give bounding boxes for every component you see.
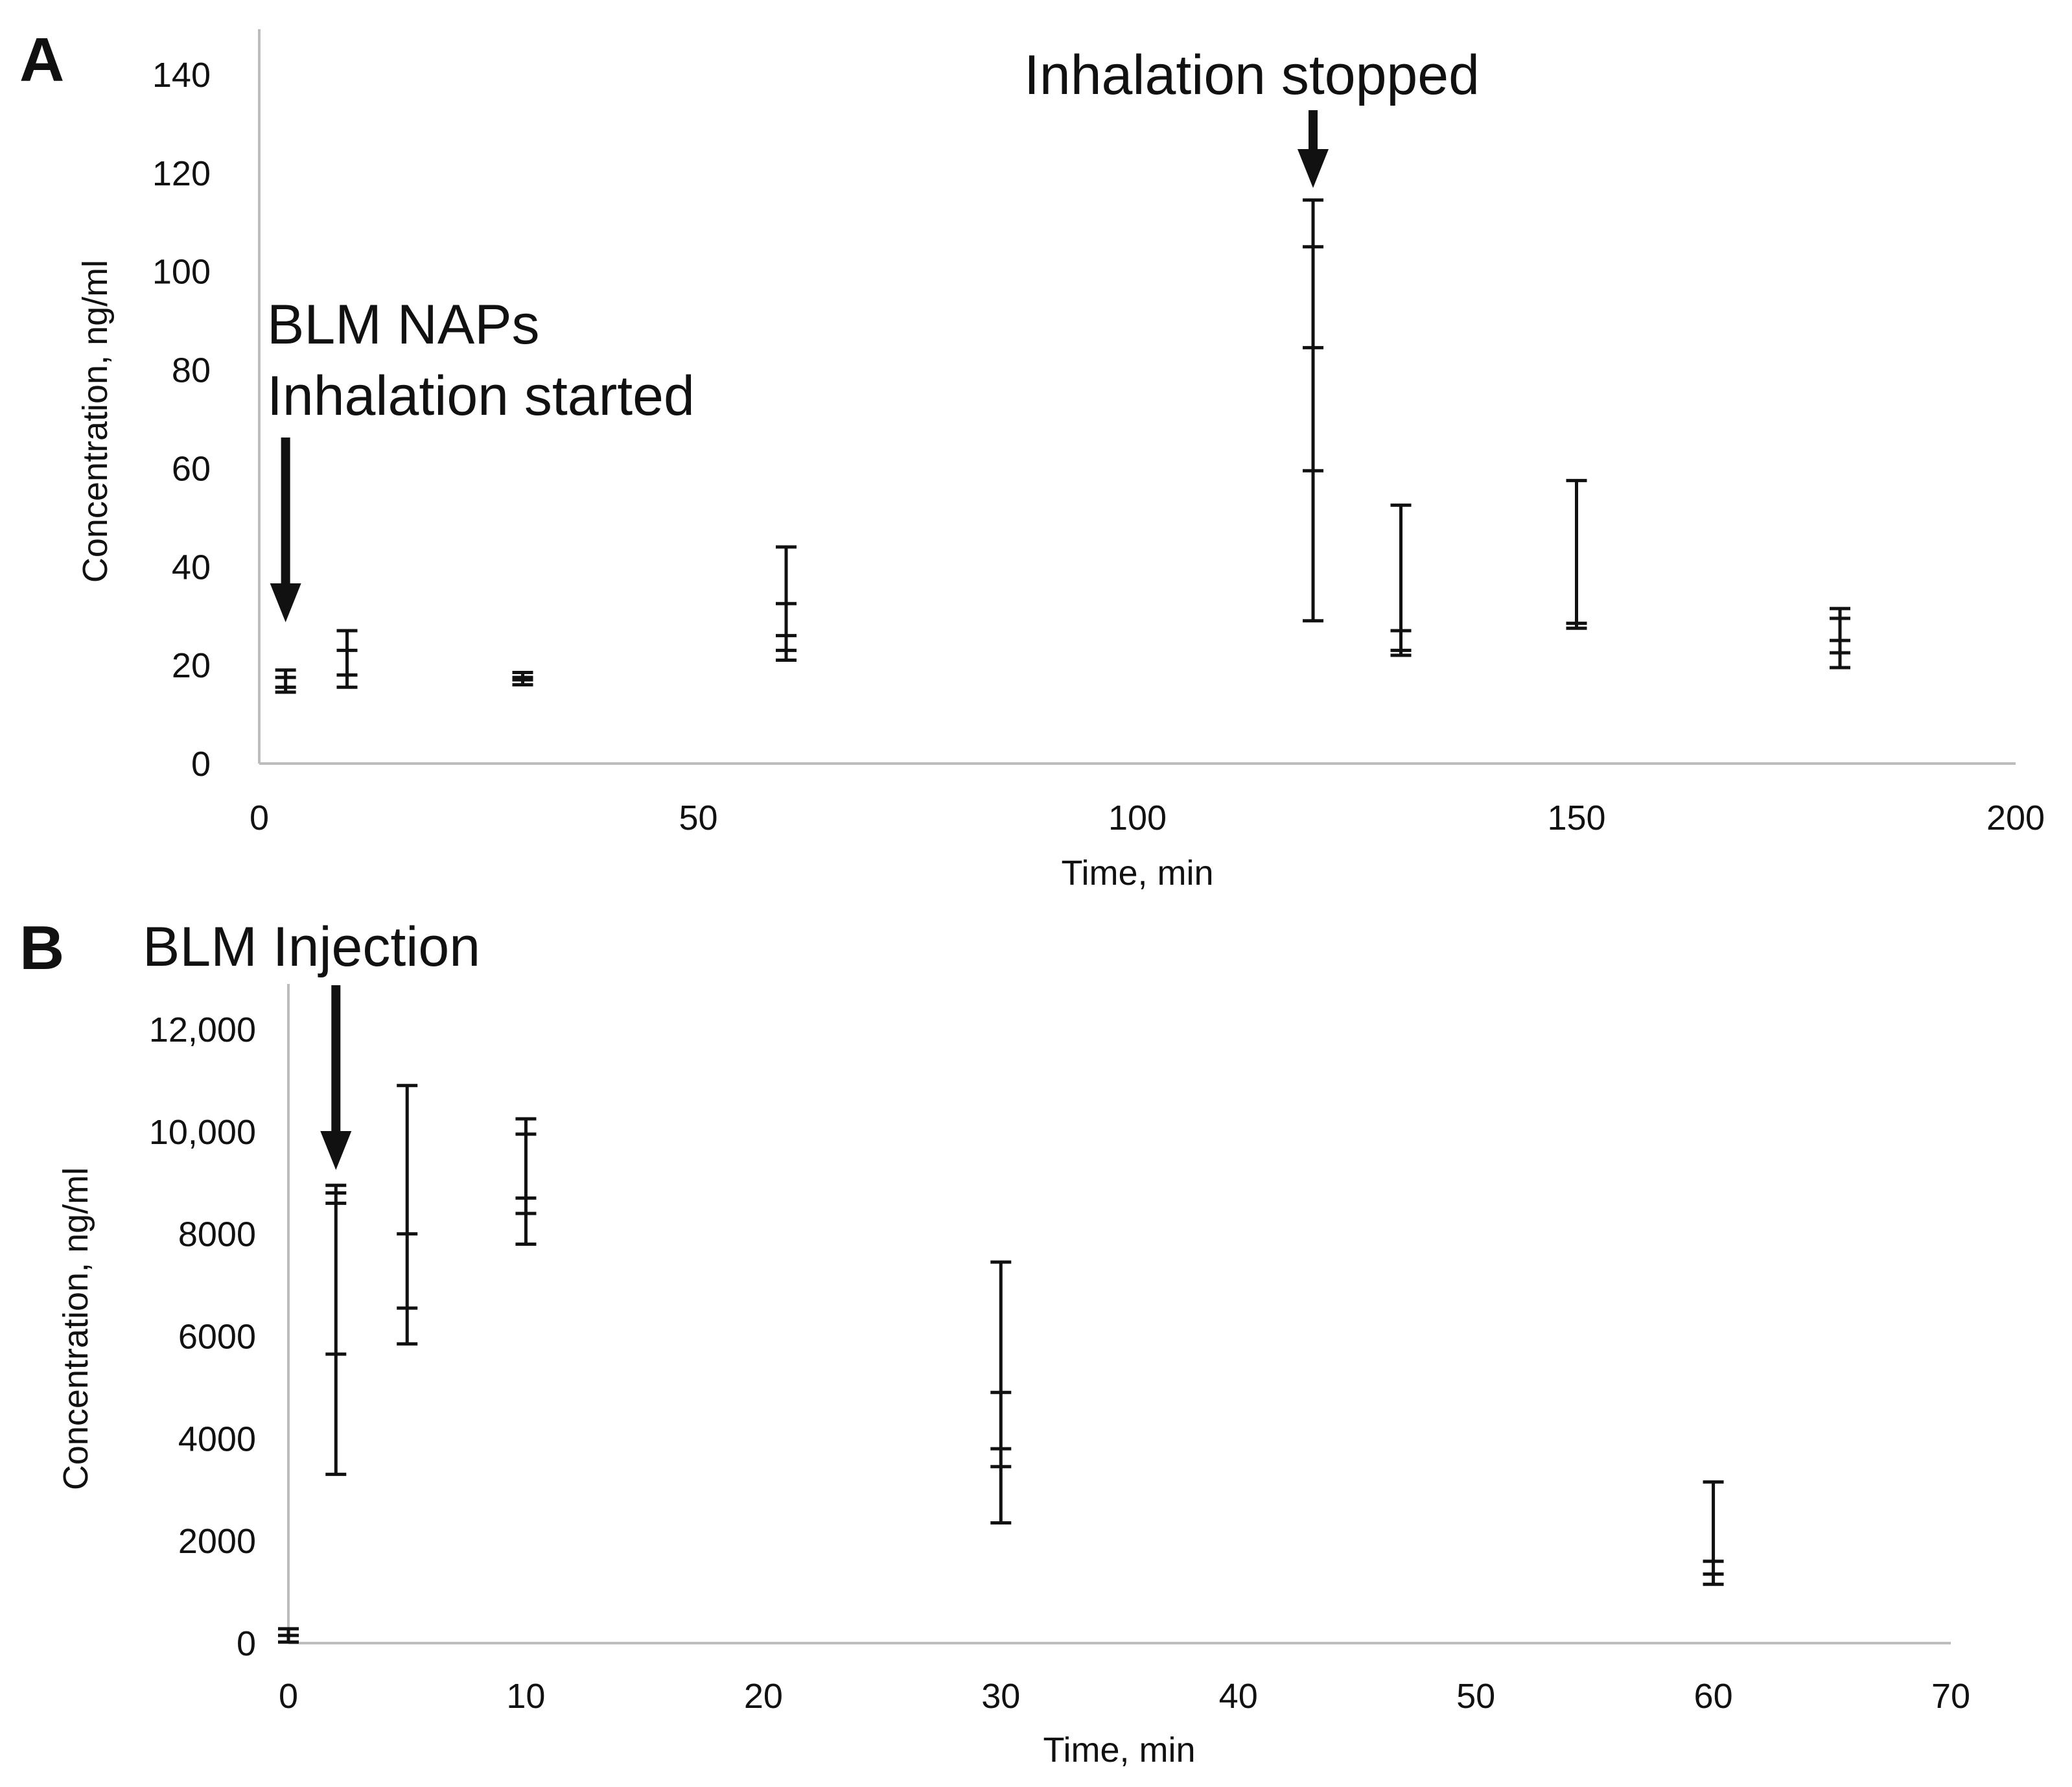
y-tick-label: 140: [152, 56, 211, 95]
annotation-arrowhead: [1298, 149, 1329, 188]
panel-b: B 0 2000 4000 6000 8000 10,000 12,000 0 10 20 30 40 5…: [19, 913, 1970, 1769]
x-tick-label: 150: [1547, 799, 1605, 837]
x-tick-label: 0: [279, 1677, 298, 1716]
y-tick-label: 100: [152, 253, 211, 292]
x-axis-title: Time, min: [1043, 1731, 1195, 1769]
x-tick-label: 50: [679, 799, 717, 837]
annotation-text: Inhalation stopped: [1024, 44, 1480, 106]
y-tick-label: 6000: [178, 1318, 256, 1357]
x-tick-label: 60: [1694, 1677, 1733, 1716]
panel-a: A 0 20 40 60 80 100 120 140 0 50 100 150 200 Time, min…: [19, 25, 2045, 893]
y-axis-title: Concentration, ng/ml: [76, 260, 115, 583]
x-tick-label: 50: [1456, 1677, 1495, 1716]
y-tick-label: 40: [172, 548, 211, 587]
y-tick-label: 120: [152, 154, 211, 193]
x-tick-label: 200: [1986, 799, 2045, 837]
panel-label: B: [19, 913, 64, 983]
y-tick-label: 20: [172, 646, 211, 685]
annotation-arrowhead: [270, 583, 301, 622]
x-tick-label: 100: [1108, 799, 1167, 837]
y-tick-label: 80: [172, 351, 211, 390]
y-axis-title: Concentration, ng/ml: [56, 1167, 95, 1490]
y-tick-label: 0: [237, 1624, 256, 1663]
x-tick-label: 10: [506, 1677, 545, 1716]
x-tick-label: 40: [1219, 1677, 1258, 1716]
y-tick-label: 8000: [178, 1215, 256, 1254]
annotation-text: BLM NAPs: [267, 294, 540, 356]
y-tick-label: 12,000: [149, 1010, 256, 1049]
x-tick-label: 30: [981, 1677, 1020, 1716]
panel-label: A: [19, 25, 64, 95]
y-tick-label: 2000: [178, 1522, 256, 1561]
x-axis-title: Time, min: [1061, 854, 1213, 893]
x-tick-label: 20: [744, 1677, 783, 1716]
y-tick-label: 60: [172, 449, 211, 488]
y-tick-label: 0: [191, 745, 211, 784]
y-tick-label: 4000: [178, 1419, 256, 1458]
annotation-text: Inhalation started: [267, 365, 695, 427]
x-tick-label: 70: [1931, 1677, 1970, 1716]
y-tick-label: 10,000: [149, 1113, 256, 1152]
x-tick-label: 0: [250, 799, 269, 837]
annotation-text: BLM Injection: [143, 916, 480, 978]
annotation-arrowhead: [320, 1131, 352, 1170]
